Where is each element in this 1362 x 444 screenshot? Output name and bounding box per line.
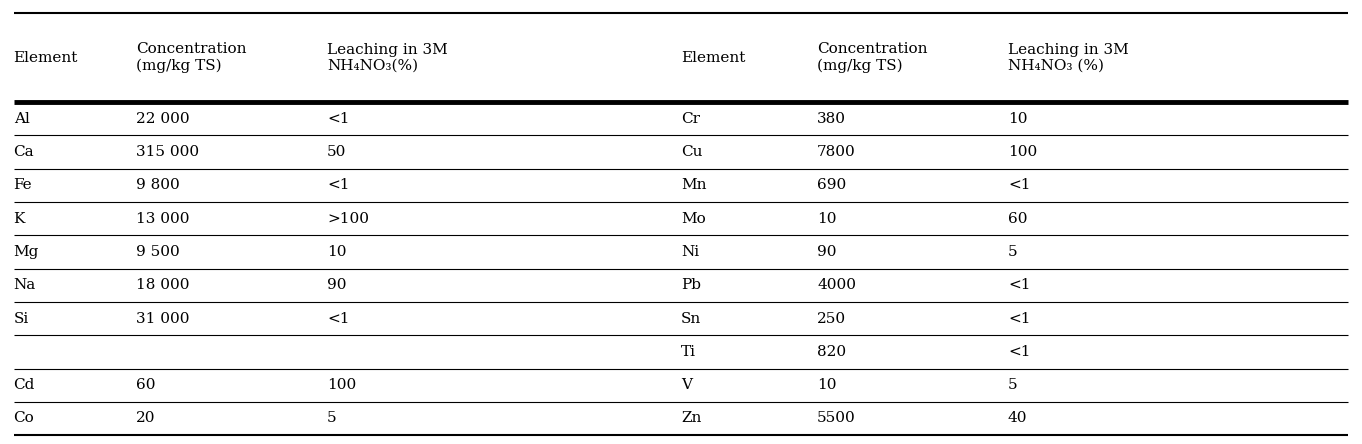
Text: Ni: Ni — [681, 245, 699, 259]
Text: 100: 100 — [1008, 145, 1036, 159]
Text: K: K — [14, 212, 25, 226]
Text: 13 000: 13 000 — [136, 212, 189, 226]
Text: 380: 380 — [817, 112, 846, 126]
Text: 90: 90 — [817, 245, 836, 259]
Text: <1: <1 — [1008, 278, 1031, 292]
Text: Cr: Cr — [681, 112, 700, 126]
Text: Mn: Mn — [681, 178, 707, 192]
Text: Ca: Ca — [14, 145, 34, 159]
Text: 690: 690 — [817, 178, 846, 192]
Text: <1: <1 — [327, 312, 350, 325]
Text: Element: Element — [14, 51, 78, 65]
Text: Mo: Mo — [681, 212, 706, 226]
Text: Leaching in 3M
NH₄NO₃(%): Leaching in 3M NH₄NO₃(%) — [327, 43, 448, 73]
Text: V: V — [681, 378, 692, 392]
Text: 10: 10 — [1008, 112, 1027, 126]
Text: >100: >100 — [327, 212, 369, 226]
Text: <1: <1 — [327, 178, 350, 192]
Text: 5: 5 — [327, 412, 336, 425]
Text: <1: <1 — [1008, 312, 1031, 325]
Text: 20: 20 — [136, 412, 155, 425]
Text: Zn: Zn — [681, 412, 701, 425]
Text: Si: Si — [14, 312, 29, 325]
Text: Fe: Fe — [14, 178, 33, 192]
Text: 10: 10 — [817, 378, 836, 392]
Text: Cd: Cd — [14, 378, 35, 392]
Text: Ti: Ti — [681, 345, 696, 359]
Text: Co: Co — [14, 412, 34, 425]
Text: <1: <1 — [327, 112, 350, 126]
Text: 60: 60 — [136, 378, 155, 392]
Text: Sn: Sn — [681, 312, 701, 325]
Text: Pb: Pb — [681, 278, 701, 292]
Text: Al: Al — [14, 112, 30, 126]
Text: <1: <1 — [1008, 178, 1031, 192]
Text: Concentration
(mg/kg TS): Concentration (mg/kg TS) — [136, 42, 247, 73]
Text: 250: 250 — [817, 312, 846, 325]
Text: 5500: 5500 — [817, 412, 855, 425]
Text: 60: 60 — [1008, 212, 1027, 226]
Text: 5: 5 — [1008, 378, 1017, 392]
Text: 10: 10 — [327, 245, 346, 259]
Text: Leaching in 3M
NH₄NO₃ (%): Leaching in 3M NH₄NO₃ (%) — [1008, 43, 1129, 73]
Text: 820: 820 — [817, 345, 846, 359]
Text: <1: <1 — [1008, 345, 1031, 359]
Text: 31 000: 31 000 — [136, 312, 189, 325]
Text: Mg: Mg — [14, 245, 39, 259]
Text: 22 000: 22 000 — [136, 112, 189, 126]
Text: 10: 10 — [817, 212, 836, 226]
Text: 18 000: 18 000 — [136, 278, 189, 292]
Text: 90: 90 — [327, 278, 346, 292]
Text: 9 500: 9 500 — [136, 245, 180, 259]
Text: 40: 40 — [1008, 412, 1027, 425]
Text: 7800: 7800 — [817, 145, 855, 159]
Text: 4000: 4000 — [817, 278, 857, 292]
Text: Element: Element — [681, 51, 745, 65]
Text: Na: Na — [14, 278, 35, 292]
Text: Concentration
(mg/kg TS): Concentration (mg/kg TS) — [817, 42, 928, 73]
Text: 9 800: 9 800 — [136, 178, 180, 192]
Text: 100: 100 — [327, 378, 355, 392]
Text: 315 000: 315 000 — [136, 145, 199, 159]
Text: Cu: Cu — [681, 145, 703, 159]
Text: 5: 5 — [1008, 245, 1017, 259]
Text: 50: 50 — [327, 145, 346, 159]
